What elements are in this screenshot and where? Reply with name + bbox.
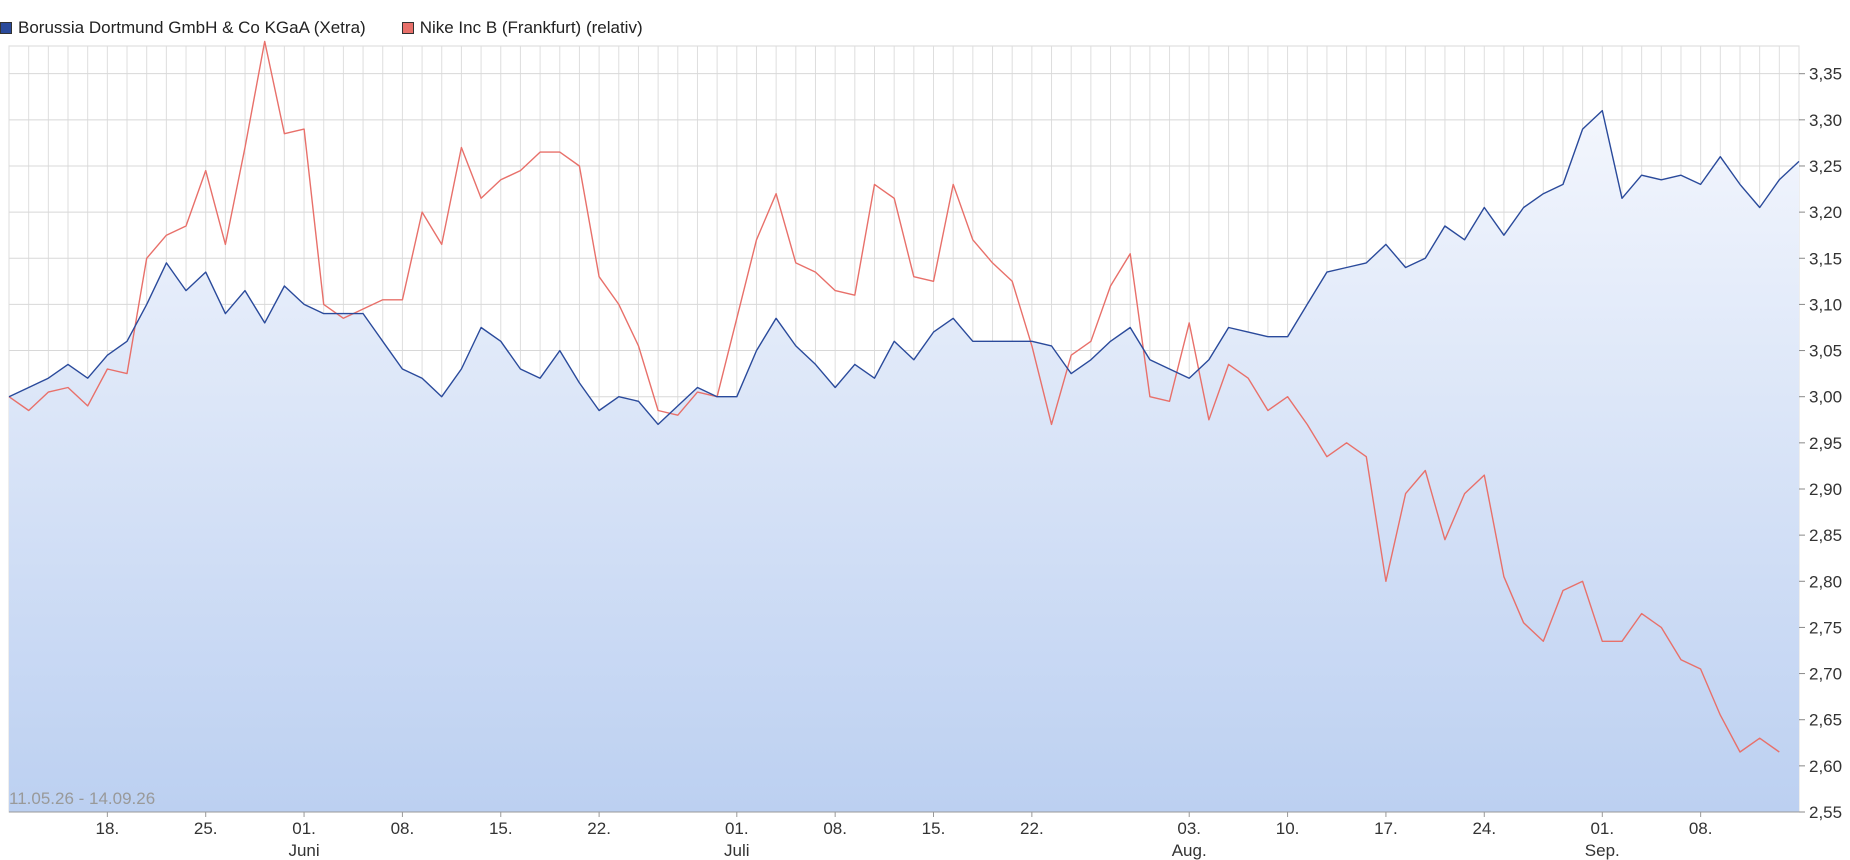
- nike-line: [8, 40, 1780, 753]
- y-tick-label: 2,60: [1809, 757, 1842, 776]
- x-axis: 18. 25. 01. Juni 08. 15. 22. 01. Juli 08. 15. 22. 03…: [9, 811, 1799, 860]
- legend-swatch-borussia: [0, 22, 12, 34]
- y-tick-label: 2,70: [1809, 665, 1842, 684]
- y-tick-label: 2,90: [1809, 480, 1842, 499]
- legend-item-borussia[interactable]: Borussia Dortmund GmbH & Co KGaA (Xetra): [0, 18, 366, 38]
- legend: Borussia Dortmund GmbH & Co KGaA (Xetra)…: [0, 18, 679, 38]
- borussia-line: [8, 109, 1800, 426]
- y-tick-label: 3,35: [1809, 65, 1842, 84]
- y-tick-label: 3,15: [1809, 249, 1842, 268]
- date-range-label: 11.05.26 - 14.09.26: [9, 789, 155, 808]
- legend-label-borussia: Borussia Dortmund GmbH & Co KGaA (Xetra): [18, 18, 366, 37]
- y-tick-label: 2,85: [1809, 526, 1842, 545]
- y-tick-label: 3,00: [1809, 388, 1842, 407]
- y-tick-label: 2,95: [1809, 434, 1842, 453]
- x-tick-label: 08.: [1689, 819, 1713, 838]
- y-tick-label: 3,10: [1809, 295, 1842, 314]
- x-tick-label: 01.: [725, 819, 749, 838]
- x-tick-label: 01.: [292, 819, 316, 838]
- borussia-area: [9, 110, 1799, 813]
- x-tick-label: 17.: [1374, 819, 1398, 838]
- x-tick-label: 22.: [587, 819, 611, 838]
- x-tick-month-label: Sep.: [1585, 841, 1620, 860]
- x-tick-label: 18.: [96, 819, 120, 838]
- x-tick-label: 08.: [823, 819, 847, 838]
- x-tick-label: 25.: [194, 819, 218, 838]
- x-tick-month-label: Aug.: [1172, 841, 1207, 860]
- y-tick-label: 3,25: [1809, 157, 1842, 176]
- x-tick-label: 15.: [922, 819, 946, 838]
- x-tick-label: 08.: [391, 819, 415, 838]
- y-tick-label: 3,30: [1809, 111, 1842, 130]
- legend-label-nike: Nike Inc B (Frankfurt) (relativ): [419, 18, 643, 37]
- y-tick-label: 2,55: [1809, 803, 1842, 822]
- y-tick-label: 3,05: [1809, 342, 1842, 361]
- legend-item-nike[interactable]: Nike Inc B (Frankfurt) (relativ): [401, 18, 643, 38]
- series-lines: [8, 40, 1800, 753]
- x-tick-label: 15.: [489, 819, 513, 838]
- area-fill: [9, 110, 1799, 813]
- x-tick-label: 03.: [1177, 819, 1201, 838]
- y-tick-label: 2,75: [1809, 618, 1842, 637]
- legend-swatch-nike: [401, 22, 414, 34]
- x-tick-month-label: Juli: [724, 841, 750, 860]
- x-tick-month-label: Juni: [288, 841, 319, 860]
- y-axis: 3,35 3,30 3,25 3,20 3,15 3,10 3,05 3,00 2,95 2,90…: [1799, 65, 1842, 822]
- y-tick-label: 3,20: [1809, 203, 1842, 222]
- x-tick-label: 22.: [1020, 819, 1044, 838]
- x-tick-label: 01.: [1590, 819, 1614, 838]
- x-tick-label: 24.: [1472, 819, 1496, 838]
- x-tick-label: 10.: [1276, 819, 1300, 838]
- y-tick-label: 2,80: [1809, 572, 1842, 591]
- y-tick-label: 2,65: [1809, 711, 1842, 730]
